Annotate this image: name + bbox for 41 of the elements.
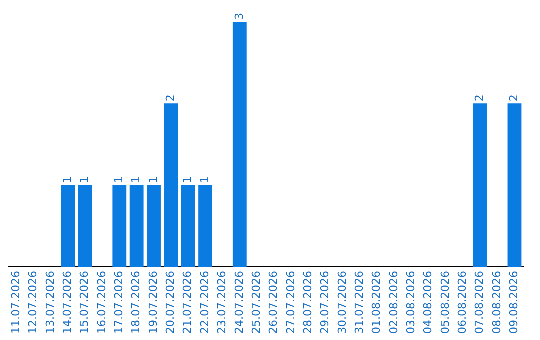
x-tick-label: 12.07.2026 [26,271,40,334]
x-tick-label: 06.08.2026 [456,271,470,334]
data-label: 2 [473,94,486,102]
x-tick-label: 30.07.2026 [336,271,349,334]
data-label: 1 [130,176,143,184]
data-label: 3 [232,13,246,20]
x-tick-label: 23.07.2026 [216,271,229,334]
data-label: 1 [198,176,212,184]
x-tick-label: 07.08.2026 [473,271,486,334]
x-tick-label: 11.07.2026 [9,271,22,334]
data-label: 1 [181,176,194,184]
x-tick-label: 13.07.2026 [44,271,57,334]
x-tick-label: 04.08.2026 [422,271,435,334]
x-tick-label: 24.07.2026 [232,271,246,334]
data-label: 1 [146,176,160,184]
x-tick-label: 03.08.2026 [404,271,418,334]
x-tick-label: 08.08.2026 [490,271,504,334]
x-tick-label: 27.07.2026 [284,271,298,334]
x-tick-label: 15.07.2026 [78,271,92,334]
x-tick-label: 02.08.2026 [387,271,400,334]
x-tick-label: 19.07.2026 [146,271,160,334]
x-tick-label: 17.07.2026 [112,271,126,334]
x-tick-label: 29.07.2026 [318,271,332,334]
data-label: 2 [164,94,178,102]
x-tick-label: 25.07.2026 [250,271,263,334]
x-tick-label: 16.07.2026 [95,271,108,334]
x-tick-label: 28.07.2026 [301,271,314,334]
x-tick-label: 05.08.2026 [438,271,452,334]
x-tick-label: 14.07.2026 [60,271,74,334]
x-tick-label: 18.07.2026 [130,271,143,334]
data-label: 1 [60,176,74,184]
x-tick-label: 21.07.2026 [181,271,194,334]
x-tick-label: 09.08.2026 [508,271,521,334]
x-tick-label: 26.07.2026 [267,271,280,334]
x-tick-label: 20.07.2026 [164,271,178,334]
x-tick-label: 31.07.2026 [352,271,366,334]
data-label: 2 [508,94,521,102]
data-label: 1 [78,176,92,184]
x-tick-label: 01.08.2026 [370,271,384,334]
data-label: 1 [112,176,126,184]
x-tick-label: 22.07.2026 [198,271,212,334]
